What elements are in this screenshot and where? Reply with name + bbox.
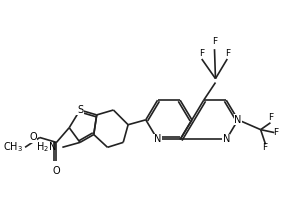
Text: F: F — [225, 49, 230, 58]
Text: S: S — [77, 105, 83, 115]
Text: F: F — [199, 49, 204, 58]
Text: F: F — [273, 128, 278, 137]
Text: O: O — [29, 133, 37, 143]
Text: N: N — [234, 115, 242, 125]
Text: N: N — [223, 134, 230, 145]
Text: CH$_3$: CH$_3$ — [3, 140, 23, 154]
Text: F: F — [268, 113, 273, 122]
Text: F: F — [212, 37, 217, 46]
Text: N: N — [154, 134, 161, 145]
Text: O: O — [53, 166, 60, 176]
Text: F: F — [262, 143, 267, 152]
Text: H$_2$N: H$_2$N — [36, 140, 56, 154]
